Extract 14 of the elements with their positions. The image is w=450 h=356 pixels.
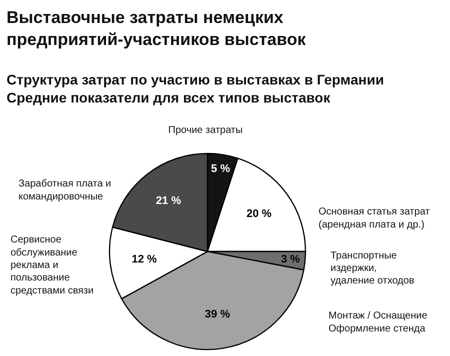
- slice-label: Транспортные издержки, удаление отходов: [330, 250, 414, 287]
- slice-label: Монтаж / Оснащение Оформление стенда: [328, 310, 428, 334]
- data-label: 5 %: [211, 163, 230, 176]
- data-label: 3 %: [280, 253, 300, 266]
- chart-title: Выставочные затраты немецких предприятий-участников выставок: [6, 8, 306, 49]
- slice-label: Прочие затраты: [168, 125, 243, 136]
- data-label: 20 %: [246, 208, 272, 220]
- data-label: 39 %: [204, 308, 230, 320]
- data-label: 21 %: [156, 195, 182, 208]
- chart-subtitle: Структура затрат по участию в выставках в Германии Средние показатели для всех типов выставок: [6, 71, 384, 106]
- slice-label: Сервисное обслуживание реклама и пользование средствами связи: [10, 234, 94, 296]
- data-label: 12 %: [132, 253, 158, 266]
- slice-label: Основная статья затрат (арендная плата и др.): [318, 206, 430, 230]
- slice-label: Заработная плата и командировочные: [18, 178, 112, 202]
